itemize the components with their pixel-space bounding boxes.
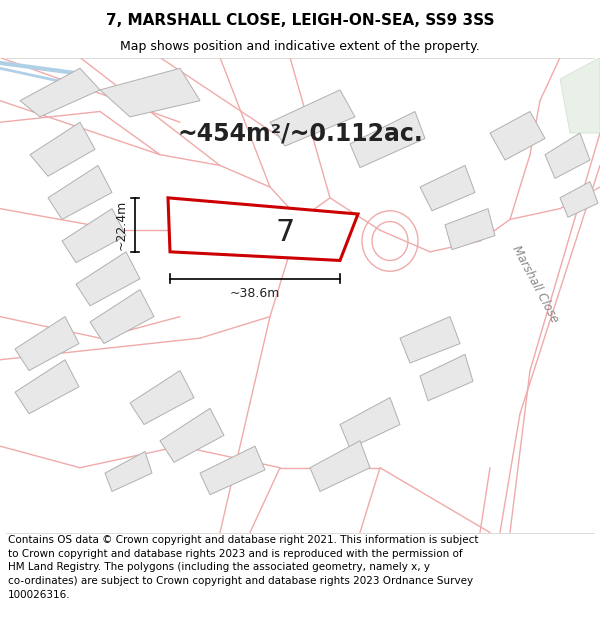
- Polygon shape: [350, 111, 425, 168]
- Polygon shape: [30, 122, 95, 176]
- Text: 7, MARSHALL CLOSE, LEIGH-ON-SEA, SS9 3SS: 7, MARSHALL CLOSE, LEIGH-ON-SEA, SS9 3SS: [106, 12, 494, 28]
- Polygon shape: [100, 68, 200, 117]
- Polygon shape: [200, 446, 265, 495]
- Polygon shape: [420, 354, 473, 401]
- Polygon shape: [15, 360, 79, 414]
- Polygon shape: [340, 398, 400, 448]
- Text: Contains OS data © Crown copyright and database right 2021. This information is : Contains OS data © Crown copyright and d…: [8, 535, 478, 599]
- Polygon shape: [545, 133, 590, 178]
- Polygon shape: [490, 111, 545, 160]
- Text: ~22.4m: ~22.4m: [115, 200, 128, 250]
- Polygon shape: [420, 166, 475, 211]
- Polygon shape: [168, 198, 358, 261]
- Text: Marshall Close: Marshall Close: [509, 243, 561, 325]
- Polygon shape: [90, 289, 154, 344]
- Polygon shape: [160, 408, 224, 462]
- Text: ~38.6m: ~38.6m: [230, 288, 280, 301]
- Polygon shape: [560, 182, 598, 218]
- Text: Map shows position and indicative extent of the property.: Map shows position and indicative extent…: [120, 40, 480, 53]
- Polygon shape: [48, 166, 112, 219]
- Polygon shape: [76, 252, 140, 306]
- Polygon shape: [62, 209, 126, 262]
- Polygon shape: [130, 371, 194, 424]
- Text: ~454m²/~0.112ac.: ~454m²/~0.112ac.: [177, 121, 423, 145]
- Polygon shape: [105, 451, 152, 491]
- Polygon shape: [445, 209, 495, 249]
- Polygon shape: [20, 68, 100, 117]
- Polygon shape: [310, 441, 370, 491]
- Polygon shape: [270, 90, 355, 146]
- Polygon shape: [15, 317, 79, 371]
- Polygon shape: [400, 317, 460, 363]
- Polygon shape: [560, 58, 600, 133]
- Text: 7: 7: [275, 218, 295, 247]
